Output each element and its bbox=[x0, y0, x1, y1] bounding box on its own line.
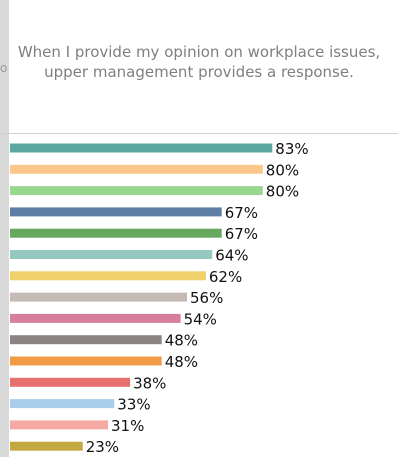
bar-value-label-11: 48% bbox=[165, 353, 198, 371]
bar-11 bbox=[10, 356, 162, 366]
bar-value-label-15: 23% bbox=[86, 438, 119, 456]
bar-value-label-14: 31% bbox=[111, 417, 144, 435]
bar-series: 83% 80% 80% 67% 67% 64% 62% 56% 54% 48% 48% 38% 33% 3… bbox=[10, 140, 309, 456]
bar-7 bbox=[10, 271, 206, 281]
cropped-edge-text: o bbox=[0, 61, 8, 75]
bar-8 bbox=[10, 292, 187, 302]
bar-4 bbox=[10, 207, 222, 217]
bar-2 bbox=[10, 164, 263, 174]
left-axis-rule bbox=[0, 0, 9, 457]
bar-value-label-5: 67% bbox=[225, 225, 258, 243]
bar-value-label-8: 56% bbox=[190, 289, 223, 307]
bar-value-label-10: 48% bbox=[165, 332, 198, 350]
bar-13 bbox=[10, 399, 115, 409]
bar-3 bbox=[10, 186, 263, 196]
bar-value-label-3: 80% bbox=[266, 183, 299, 201]
bar-5 bbox=[10, 228, 222, 238]
bar-12 bbox=[10, 377, 131, 387]
title-divider bbox=[0, 133, 398, 134]
bar-6 bbox=[10, 250, 213, 259]
bar-14 bbox=[10, 420, 108, 430]
bar-value-label-13: 33% bbox=[117, 396, 150, 414]
bar-value-label-9: 54% bbox=[184, 310, 217, 328]
bar-value-label-2: 80% bbox=[266, 161, 299, 179]
bar-value-label-7: 62% bbox=[209, 268, 242, 286]
bar-value-label-4: 67% bbox=[225, 204, 258, 222]
chart-title: When I provide my opinion on workplace i… bbox=[17, 43, 381, 81]
bar-value-label-6: 64% bbox=[215, 247, 248, 265]
bar-10 bbox=[10, 335, 162, 345]
bar-value-label-12: 38% bbox=[133, 374, 166, 392]
bar-1 bbox=[10, 143, 273, 153]
bar-9 bbox=[10, 313, 181, 323]
bar-value-label-1: 83% bbox=[275, 140, 308, 158]
bar-15 bbox=[10, 441, 83, 451]
